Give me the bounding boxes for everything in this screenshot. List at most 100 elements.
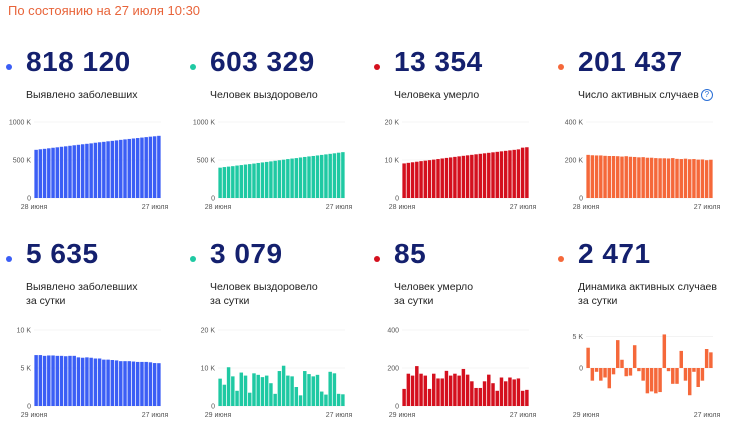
bar [286,159,290,198]
bar [599,155,603,198]
bar [482,381,487,406]
label-daily-recovered: Человек выздоровело за сутки [210,281,318,307]
bar [102,141,106,198]
label-total-cases: Выявлено заболевших [26,89,138,101]
bar [586,347,590,368]
bar [457,375,461,406]
bar [419,161,423,198]
bar [427,160,432,198]
bar [110,140,115,198]
bar [649,368,654,392]
bar [152,136,157,198]
bar [72,355,76,406]
bar [222,384,227,406]
bar [687,159,692,198]
bar [114,360,119,406]
bar [658,158,662,198]
x-tick-label: 27 июля [326,412,353,419]
bar [93,358,98,406]
card-total-cases: 818 120 Выявлено заболевших 1000 K 500 K 0… [6,46,186,246]
x-tick-label: 27 июля [142,204,169,211]
bar [487,152,491,198]
bar [298,157,303,198]
bar [64,356,68,406]
bar [110,360,115,406]
value-daily-active: 2 471 [578,238,651,269]
bar [675,368,679,384]
bar [34,355,38,406]
series-dot [558,256,564,262]
bar [93,142,98,198]
bar [106,141,110,198]
y-tick-label: 20 K [201,328,216,335]
bar [406,373,411,406]
bar [324,394,328,406]
bar [427,388,432,406]
bar [290,158,294,198]
question-circle-icon[interactable]: ? [700,89,713,102]
bar [311,155,315,198]
bar [248,392,252,406]
bar [303,156,307,198]
bar [131,361,136,406]
bar [654,158,658,198]
bar [135,361,140,406]
bar [478,387,483,406]
bar [68,355,72,406]
bar [666,158,671,198]
x-tick-label: 28 июня [573,204,600,211]
bar [290,376,294,406]
bar [700,368,705,381]
bar [277,160,282,198]
bar [620,359,624,368]
bar [218,378,222,406]
bar [402,388,406,406]
bar [632,156,637,198]
bar [328,371,332,406]
series-dot [6,256,12,262]
bar [607,368,612,389]
bar [512,149,516,198]
bar [38,149,43,198]
card-deaths: 13 354 Человека умерло 20 K 10 K 0 28 июня 2… [374,46,554,246]
bar [671,368,675,384]
y-tick-label: 20 K [385,120,400,127]
bar [448,375,453,406]
bar [658,368,662,393]
x-tick-label: 29 июня [205,412,232,419]
card-daily-active: 2 471 Динамика активных случаев за сутки… [558,238,730,438]
bar [525,389,529,406]
bar [315,374,320,406]
y-tick-label: 0 [211,196,215,203]
bar [42,355,47,406]
bar [520,147,525,198]
card-daily-deaths: 85 Человек умерло за сутки 400 200 0 29 июн… [374,238,554,438]
bar [520,390,525,406]
bar [47,148,51,198]
bar [34,149,38,198]
bar [55,147,60,198]
bar [624,156,628,198]
bar [260,162,265,198]
bar [503,150,508,198]
bar [436,159,440,198]
bar [436,378,440,406]
value-daily-deaths: 85 [394,238,427,269]
label-daily-deaths: Человек умерло за сутки [394,281,474,307]
bar [649,157,654,198]
bar [696,368,700,387]
bar [415,366,419,406]
bar [624,368,628,377]
card-active: 201 437 Число активных случаев? 400 K 200… [558,46,730,246]
bar [252,163,256,198]
bar [89,357,93,406]
y-tick-label: 10 K [17,328,32,335]
label-daily-active: Динамика активных случаев за сутки [578,281,717,307]
bar [303,371,307,406]
bar [679,350,683,368]
bar [294,158,299,198]
bar [470,381,474,406]
bar [654,368,658,394]
value-recovered: 603 329 [210,46,315,77]
label-recovered: Человек выздоровело [210,89,318,101]
